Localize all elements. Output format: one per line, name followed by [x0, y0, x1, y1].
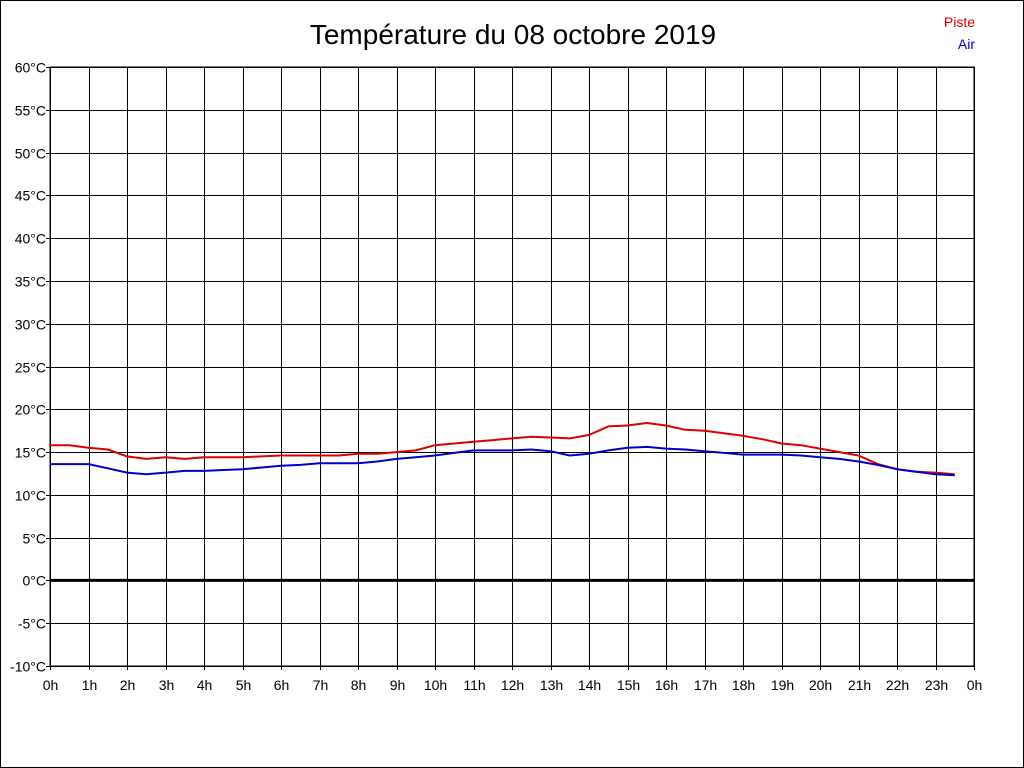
y-tick-label: 40°C	[15, 231, 46, 247]
x-tick-label: 13h	[540, 677, 563, 693]
y-tick-label: 50°C	[15, 146, 46, 162]
y-tick-label: 45°C	[15, 188, 46, 204]
x-tick-label: 20h	[809, 677, 832, 693]
y-tick-label: 60°C	[15, 60, 46, 76]
x-tick-label: 0h	[967, 677, 983, 693]
x-tick-label: 17h	[694, 677, 717, 693]
y-tick-label: 20°C	[15, 402, 46, 418]
y-tick-label: 55°C	[15, 103, 46, 119]
x-tick-label: 8h	[351, 677, 367, 693]
x-tick-label: 19h	[771, 677, 794, 693]
y-tick-label: 15°C	[15, 445, 46, 461]
x-tick-label: 14h	[578, 677, 601, 693]
y-tick-label: -10°C	[10, 659, 46, 675]
x-tick-label: 15h	[617, 677, 640, 693]
legend-entry-air: Air	[957, 36, 975, 52]
x-tick-label: 0h	[43, 677, 59, 693]
x-tick-label: 4h	[197, 677, 213, 693]
y-tick-label: 0°C	[23, 573, 47, 589]
series-line-piste	[50, 422, 955, 476]
y-tick-label: 25°C	[15, 360, 46, 376]
y-tick-label: 30°C	[15, 317, 46, 333]
x-tick-label: 11h	[463, 677, 485, 693]
x-tick-label: 5h	[236, 677, 252, 693]
x-tick-label: 9h	[390, 677, 406, 693]
x-tick-label: 2h	[120, 677, 136, 693]
y-tick-label: 10°C	[15, 488, 46, 504]
legend-entry-piste: Piste	[943, 14, 975, 30]
x-tick-label: 22h	[886, 677, 909, 693]
chart-title: Température du 08 octobre 2019	[309, 19, 717, 50]
x-tick-label: 10h	[424, 677, 447, 693]
x-tick-label: 21h	[848, 677, 871, 693]
x-tick-label: 1h	[82, 677, 98, 693]
x-tick-label: 12h	[501, 677, 524, 693]
series-line-air	[50, 445, 955, 477]
x-tick-label: 18h	[732, 677, 755, 693]
x-tick-label: 23h	[925, 677, 948, 693]
y-tick-label: -5°C	[18, 616, 46, 632]
x-tick-label: 7h	[313, 677, 329, 693]
y-tick-label: 35°C	[15, 274, 46, 290]
x-tick-label: 3h	[159, 677, 175, 693]
y-tick-label: 5°C	[23, 531, 47, 547]
x-tick-label: 6h	[274, 677, 290, 693]
x-tick-label: 16h	[655, 677, 678, 693]
